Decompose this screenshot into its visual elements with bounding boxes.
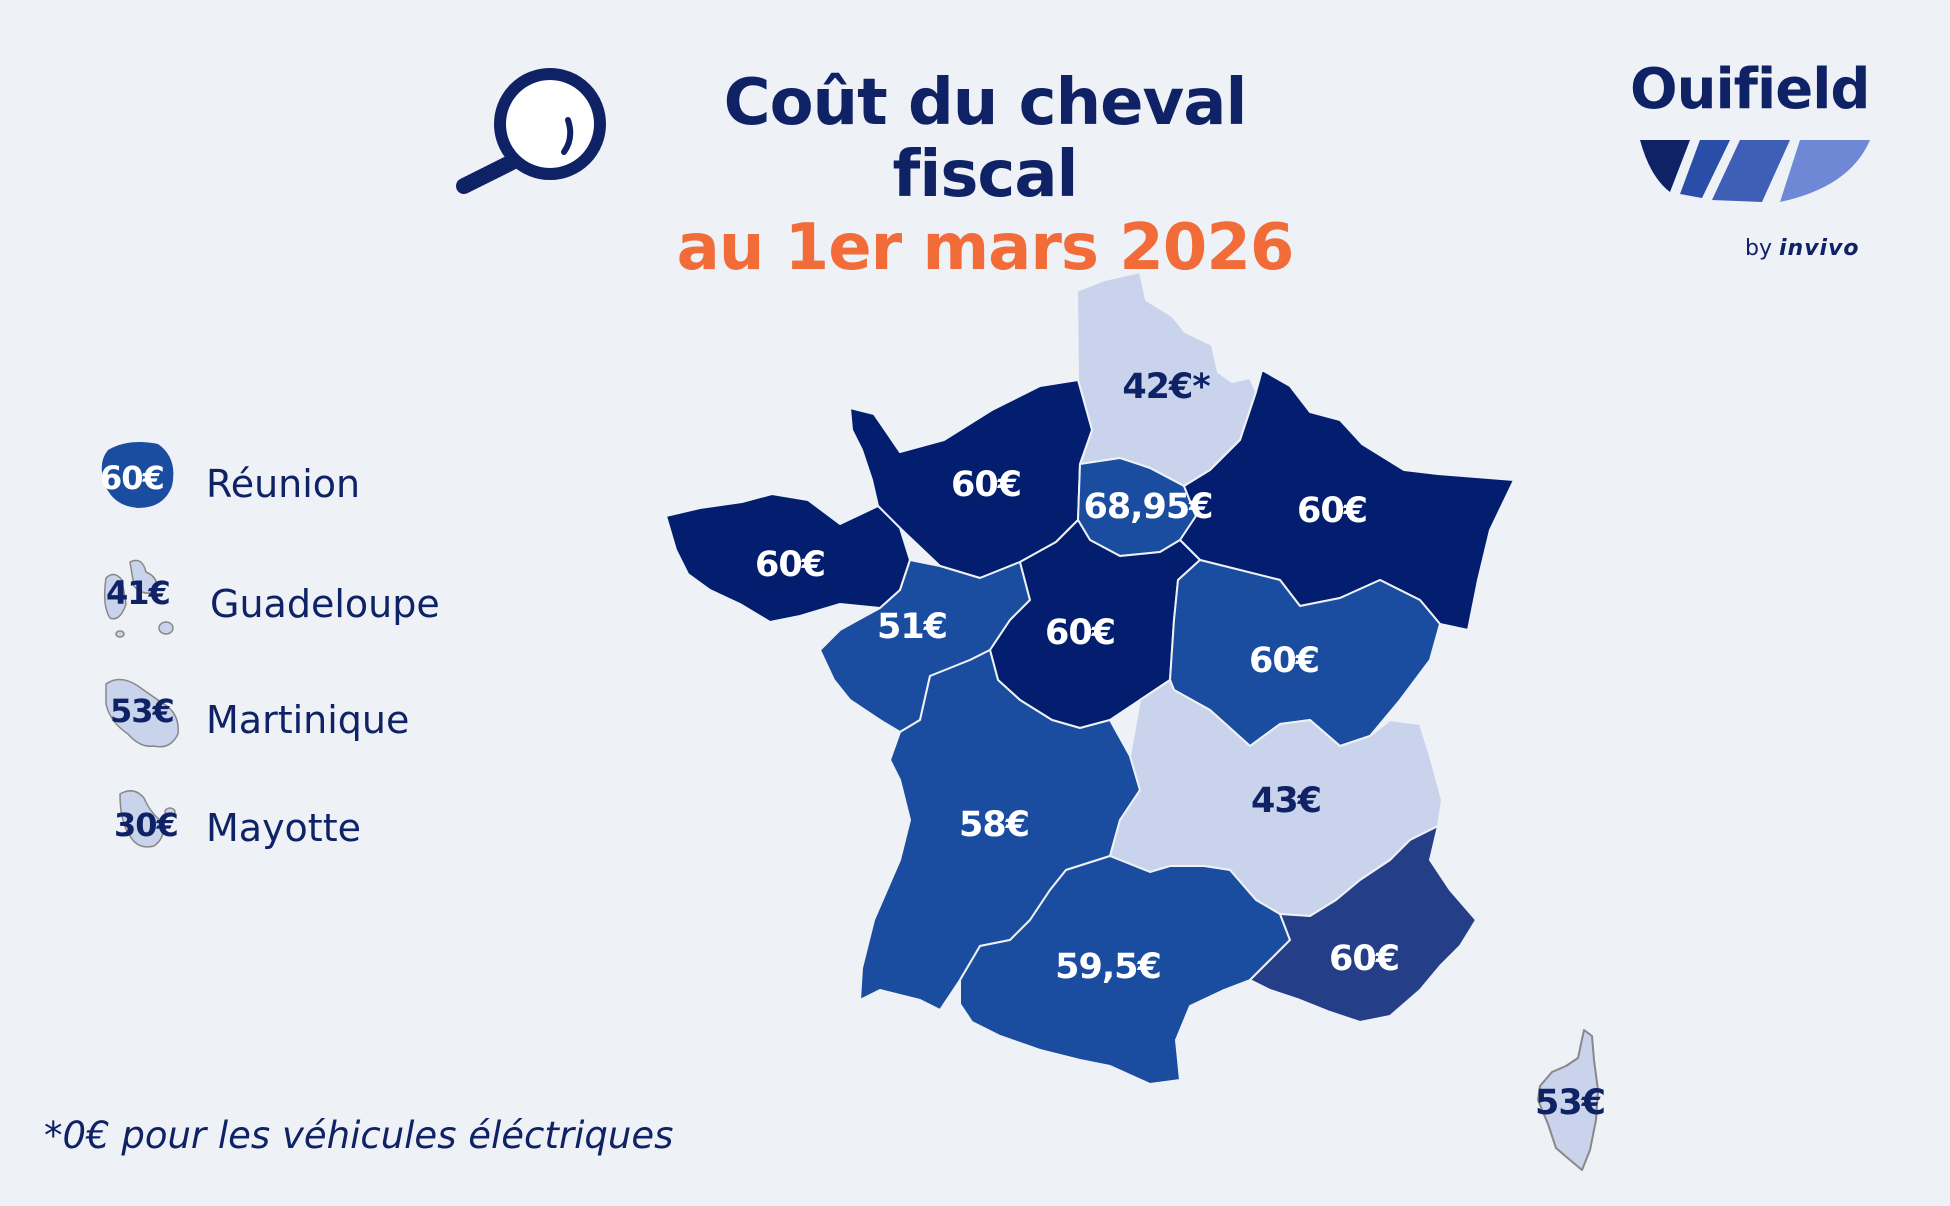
ouifield-logo: Ouifield <box>1630 62 1875 202</box>
price-nouvelle-aquitaine: 58€ <box>959 805 1029 845</box>
martinique-shape-icon <box>105 678 179 748</box>
page-title: Coût du cheval fiscal au 1er mars 2026 <box>640 66 1330 286</box>
price-bourgogne-franche-comte: 60€ <box>1249 641 1319 681</box>
byline-by: by <box>1745 236 1772 261</box>
price-grand-est: 60€ <box>1297 491 1367 531</box>
price-centre-val-de-loire: 60€ <box>1045 613 1115 653</box>
region-provence-alpes-cote-dazur <box>1249 825 1477 1023</box>
martinique-label: Martinique <box>206 698 410 742</box>
footnote: *0€ pour les véhicules éléctriques <box>44 1114 674 1157</box>
price-hauts-de-france: 42€* <box>1122 367 1210 407</box>
price-pays-de-la-loire: 51€ <box>877 607 947 647</box>
title-line-1: Coût du cheval fiscal <box>723 66 1248 212</box>
price-provence-alpes-cote-dazur: 60€ <box>1329 939 1399 979</box>
price-auvergne-rhone-alpes: 43€ <box>1251 781 1321 821</box>
reunion-label: Réunion <box>206 462 361 506</box>
price-bretagne: 60€ <box>755 545 825 585</box>
parent-brand: invivo <box>1778 236 1860 261</box>
brand-name: Ouifield <box>1630 57 1871 122</box>
region-corse <box>1537 1029 1599 1171</box>
byline: by invivo <box>1745 236 1860 261</box>
price-corse: 53€ <box>1535 1083 1605 1123</box>
mayotte-price: 30€ <box>114 806 179 844</box>
price-ile-de-france: 68,95€ <box>1083 487 1212 527</box>
martinique-price: 53€ <box>110 692 175 730</box>
magnifier-icon <box>456 68 606 194</box>
guadeloupe-label: Guadeloupe <box>210 582 440 626</box>
guadeloupe-shape-icon <box>103 559 174 638</box>
reunion-shape-icon <box>101 442 174 508</box>
guadeloupe-price: 41€ <box>106 574 171 612</box>
mayotte-shape-icon <box>119 790 176 848</box>
reunion-price: 60€ <box>100 459 165 497</box>
title-line-2: au 1er mars 2026 <box>676 211 1295 286</box>
price-occitanie: 59,5€ <box>1055 947 1161 987</box>
price-normandie: 60€ <box>951 465 1021 505</box>
mayotte-label: Mayotte <box>206 806 361 850</box>
logo-stripes-icon <box>1640 140 1870 202</box>
